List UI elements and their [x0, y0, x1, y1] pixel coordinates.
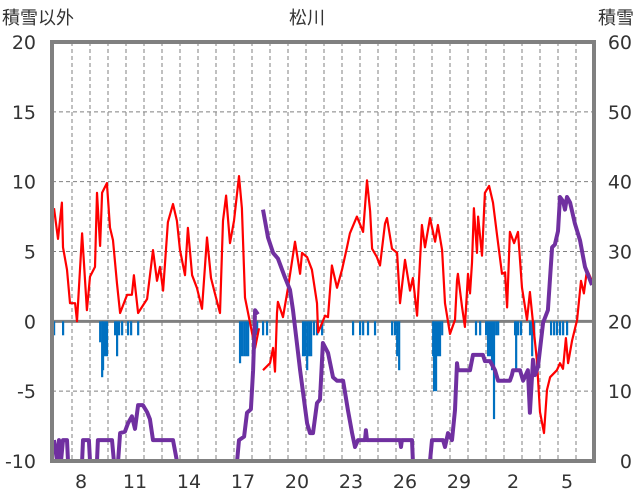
- y-tick-label: 0: [24, 311, 36, 333]
- y2-tick-label: 0: [620, 451, 632, 473]
- precip-bar: [238, 321, 242, 364]
- x-tick-label: 5: [561, 471, 573, 493]
- precip-bar: [99, 321, 102, 343]
- precip-bar: [515, 321, 518, 371]
- y-tick-label: 20: [12, 32, 36, 54]
- precip-bar: [240, 321, 244, 357]
- precip-bar: [488, 321, 492, 357]
- precip-bar: [562, 321, 565, 336]
- precip-bar: [528, 321, 532, 336]
- precip-bar: [265, 321, 269, 336]
- x-tick-label: 26: [393, 471, 417, 493]
- precip-bar: [312, 321, 316, 336]
- precip-bar: [396, 321, 399, 357]
- precip-bar: [362, 321, 365, 336]
- x-tick-label: 8: [75, 471, 87, 493]
- precip-bars: [53, 321, 569, 420]
- precip-bar: [126, 321, 130, 336]
- precip-bar: [438, 321, 442, 357]
- precip-bar: [310, 321, 313, 357]
- precip-bar: [486, 321, 490, 357]
- precip-bar: [321, 321, 324, 336]
- precip-bar: [441, 321, 444, 336]
- precip-bar: [256, 321, 259, 336]
- precip-bar: [116, 321, 119, 357]
- precip-bar: [531, 321, 534, 357]
- precip-bar: [306, 321, 309, 371]
- precip-bar: [303, 321, 307, 357]
- precip-bar: [553, 321, 556, 336]
- precip-bar: [366, 321, 370, 336]
- y2-tick-label: 30: [608, 242, 632, 264]
- precip-bar: [308, 321, 311, 357]
- precip-bar: [517, 321, 520, 336]
- precip-bar: [301, 321, 305, 357]
- precip-bar: [245, 321, 248, 357]
- precip-bar: [117, 321, 121, 336]
- precip-bar: [549, 321, 553, 336]
- y2-tick-label: 60: [608, 32, 632, 54]
- chart-title: 松川: [289, 8, 325, 29]
- precip-bar: [359, 321, 362, 336]
- left-axis-label: 積雪以外: [2, 8, 74, 29]
- series-lines: [52, 175, 594, 463]
- y2-tick-label: 50: [608, 102, 632, 124]
- y-tick-label: -10: [5, 451, 36, 473]
- precip-bar: [495, 321, 498, 336]
- precip-bar: [490, 321, 494, 371]
- precip-bar: [62, 321, 65, 336]
- precip-bar: [391, 321, 394, 336]
- precip-bar: [436, 321, 440, 357]
- x-tick-label: 20: [285, 471, 309, 493]
- gridlines: [52, 42, 594, 461]
- precip-bar: [103, 321, 107, 357]
- precip-bar: [373, 321, 377, 336]
- x-tick-label: 17: [231, 471, 255, 493]
- precip-bar: [497, 321, 500, 336]
- y2-tick-label: 20: [608, 311, 632, 333]
- precip-bar: [485, 321, 488, 336]
- precip-bar: [432, 321, 436, 392]
- precip-bar: [555, 321, 559, 336]
- precip-bar: [105, 321, 109, 357]
- y2-tick-label: 10: [608, 381, 632, 403]
- precip-bar: [558, 321, 562, 336]
- precip-bar: [474, 321, 478, 336]
- precip-bar: [243, 321, 246, 357]
- precip-bar: [247, 321, 250, 357]
- y2-tick-label: 40: [608, 172, 632, 194]
- x-tick-label: 2: [507, 471, 519, 493]
- precip-bar: [393, 321, 397, 336]
- x-tick-label: 23: [339, 471, 363, 493]
- plot-border: [50, 40, 596, 463]
- right-axis-label: 積雪: [598, 8, 634, 29]
- precip-bar: [261, 321, 265, 336]
- precip-bar: [398, 321, 401, 371]
- precip-bar: [519, 321, 523, 336]
- y-tick-label: 15: [12, 102, 36, 124]
- precip-bar: [101, 321, 105, 371]
- y-tick-label: 5: [24, 242, 36, 264]
- precip-bar: [479, 321, 482, 336]
- purple-line: [52, 195, 594, 463]
- precip-bar: [114, 321, 117, 336]
- precip-bar: [566, 321, 569, 336]
- precip-bar: [351, 321, 355, 336]
- x-tick-label: 11: [123, 471, 147, 493]
- x-tick-label: 29: [447, 471, 471, 493]
- precip-bar: [137, 321, 140, 336]
- precip-bar: [130, 321, 133, 336]
- y-tick-label: -5: [17, 381, 36, 403]
- precip-bar: [434, 321, 438, 392]
- red-line: [52, 175, 594, 435]
- y-tick-label: 10: [12, 172, 36, 194]
- precip-bar: [53, 321, 56, 336]
- precip-bar: [121, 321, 124, 336]
- x-tick-label: 14: [177, 471, 201, 493]
